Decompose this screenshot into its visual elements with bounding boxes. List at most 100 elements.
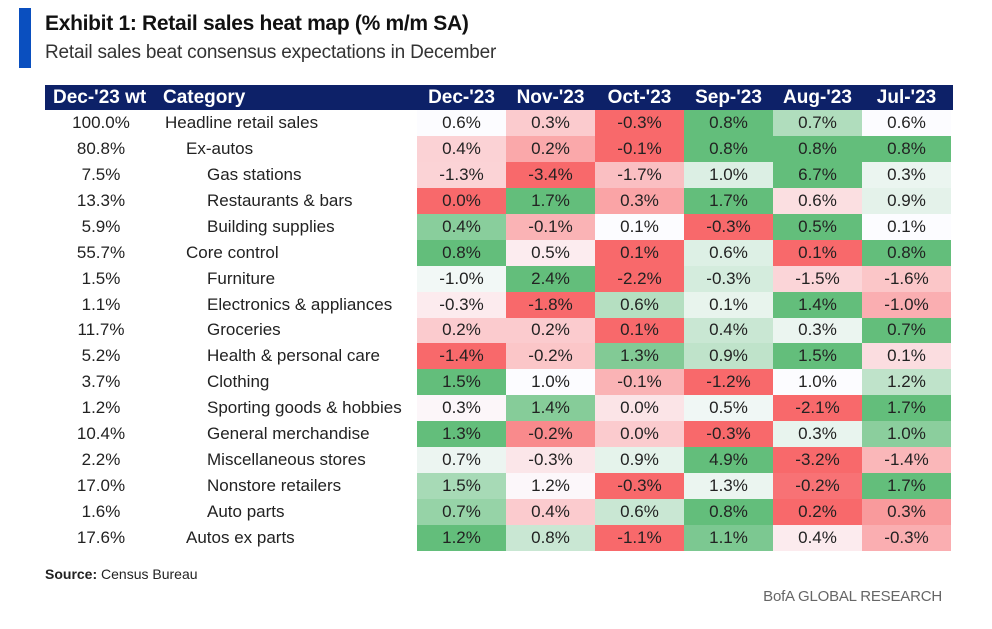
weight-cell: 1.2%	[81, 398, 121, 418]
weight-cell: 1.5%	[81, 268, 121, 288]
header-weight: Dec-'23 wt	[53, 86, 147, 108]
table-row: 5.9% Building supplies 0.4% -0.1% 0.1% -0.3% 0…	[45, 213, 953, 240]
heat-cell: -0.3%	[684, 213, 773, 240]
heat-cell: -3.2%	[773, 447, 862, 474]
heat-cell: 1.0%	[773, 369, 862, 396]
weight-cell: 13.3%	[76, 190, 126, 210]
heat-cell: 1.5%	[417, 369, 506, 396]
heat-cell: -1.7%	[595, 161, 684, 188]
category-cell: Restaurants & bars	[207, 190, 353, 210]
heat-cell: 0.6%	[773, 187, 862, 214]
table-row: 80.8% Ex-autos 0.4% 0.2% -0.1% 0.8% 0.8% 0.8%	[45, 135, 953, 162]
heat-cell: 2.4%	[506, 265, 595, 292]
category-cell: Building supplies	[207, 216, 335, 236]
heat-cell: 0.8%	[862, 239, 951, 266]
table-row: 17.6% Autos ex parts 1.2% 0.8% -1.1% 1.1% 0.4%…	[45, 525, 953, 551]
table-body: 100.0% Headline retail sales 0.6% 0.3% -0.3%…	[45, 110, 953, 551]
heat-cell: 6.7%	[773, 161, 862, 188]
weight-cell: 80.8%	[76, 138, 126, 158]
heat-cell: -2.2%	[595, 265, 684, 292]
table-row: 7.5% Gas stations -1.3% -3.4% -1.7% 1.0% 6.7% 0…	[45, 161, 953, 188]
category-cell: Autos ex parts	[186, 527, 295, 547]
heat-cell: 0.1%	[862, 343, 951, 370]
heat-cell: -1.1%	[595, 525, 684, 551]
heat-cell: -3.4%	[506, 161, 595, 188]
heat-cell: 0.3%	[773, 421, 862, 448]
heat-cell: -0.3%	[417, 291, 506, 318]
source-text: Census Bureau	[101, 566, 198, 582]
heat-cell: -1.5%	[773, 265, 862, 292]
heat-cell: 0.0%	[595, 421, 684, 448]
heat-cell: 0.5%	[773, 213, 862, 240]
heat-cell: 1.2%	[417, 525, 506, 551]
weight-cell: 17.0%	[76, 476, 126, 496]
heat-cell: -1.0%	[417, 265, 506, 292]
category-cell: Furniture	[207, 268, 276, 288]
heat-cell: -0.1%	[595, 369, 684, 396]
heat-cell: 0.7%	[417, 447, 506, 474]
weight-cell: 5.9%	[81, 216, 121, 236]
heat-cell: 0.9%	[684, 343, 773, 370]
weight-cell: 3.7%	[81, 372, 121, 392]
heat-cell: 0.3%	[773, 317, 862, 344]
heat-cell: 1.7%	[506, 187, 595, 214]
heat-cell: 0.2%	[506, 317, 595, 344]
weight-cell: 55.7%	[76, 242, 126, 262]
heat-cell: 0.7%	[773, 110, 862, 136]
heat-cell: -1.0%	[862, 291, 951, 318]
heat-cell: -1.4%	[862, 447, 951, 474]
heat-cell: 0.6%	[862, 110, 951, 136]
category-cell: Core control	[186, 242, 279, 262]
heat-cell: 1.0%	[862, 421, 951, 448]
category-cell: Nonstore retailers	[207, 476, 342, 496]
heat-cell: 0.4%	[684, 317, 773, 344]
heat-cell: 0.3%	[417, 395, 506, 422]
heat-cell: 1.3%	[595, 343, 684, 370]
weight-cell: 10.4%	[76, 424, 126, 444]
heat-cell: 0.4%	[417, 213, 506, 240]
table-row: 1.2% Sporting goods & hobbies 0.3% 1.4% 0.0%…	[45, 395, 953, 422]
table-row: 13.3% Restaurants & bars 0.0% 1.7% 0.3% 1.7% 0…	[45, 187, 953, 214]
category-cell: General merchandise	[207, 424, 370, 444]
heat-cell: -0.3%	[684, 265, 773, 292]
table-row: 55.7% Core control 0.8% 0.5% 0.1% 0.6% 0.1% 0.8…	[45, 239, 953, 266]
heat-cell: 0.6%	[595, 291, 684, 318]
category-cell: Headline retail sales	[165, 112, 319, 132]
heat-cell: 0.2%	[773, 499, 862, 525]
table-row: 2.2% Miscellaneous stores 0.7% -0.3% 0.9% 4.9…	[45, 447, 953, 474]
heat-cell: -0.3%	[595, 473, 684, 500]
heat-cell: 0.8%	[773, 135, 862, 162]
heat-cell: -1.4%	[417, 343, 506, 370]
weight-cell: 1.6%	[81, 502, 121, 522]
heat-cell: -2.1%	[773, 395, 862, 422]
heat-cell: 0.7%	[417, 499, 506, 525]
heat-cell: 0.0%	[417, 187, 506, 214]
heat-cell: 0.8%	[684, 110, 773, 136]
source-label: Source:	[45, 566, 98, 582]
heat-cell: -0.1%	[595, 135, 684, 162]
weight-cell: 5.2%	[81, 346, 121, 366]
category-cell: Health & personal care	[207, 346, 380, 366]
header-month: Oct-'23	[607, 86, 672, 108]
heat-cell: 1.4%	[506, 395, 595, 422]
heat-cell: 0.8%	[417, 239, 506, 266]
heat-cell: -1.2%	[684, 369, 773, 396]
table-row: 11.7% Groceries 0.2% 0.2% 0.1% 0.4% 0.3% 0.7%	[45, 317, 953, 344]
heat-cell: 0.9%	[862, 187, 951, 214]
heat-cell: 4.9%	[684, 447, 773, 474]
header-month: Aug-'23	[783, 86, 852, 108]
heat-cell: 0.9%	[595, 447, 684, 474]
heat-cell: -0.3%	[506, 447, 595, 474]
category-cell: Sporting goods & hobbies	[207, 398, 402, 418]
heat-cell: 0.4%	[506, 499, 595, 525]
source-note: Source: Census Bureau	[45, 566, 198, 582]
heat-cell: 0.8%	[684, 135, 773, 162]
heat-cell: -0.3%	[595, 110, 684, 136]
heat-cell: 1.5%	[773, 343, 862, 370]
weight-cell: 7.5%	[81, 164, 121, 184]
header-category: Category	[163, 86, 246, 108]
heat-cell: 0.5%	[506, 239, 595, 266]
heat-cell: 1.2%	[506, 473, 595, 500]
heat-cell: 1.4%	[773, 291, 862, 318]
heat-cell: 0.1%	[773, 239, 862, 266]
